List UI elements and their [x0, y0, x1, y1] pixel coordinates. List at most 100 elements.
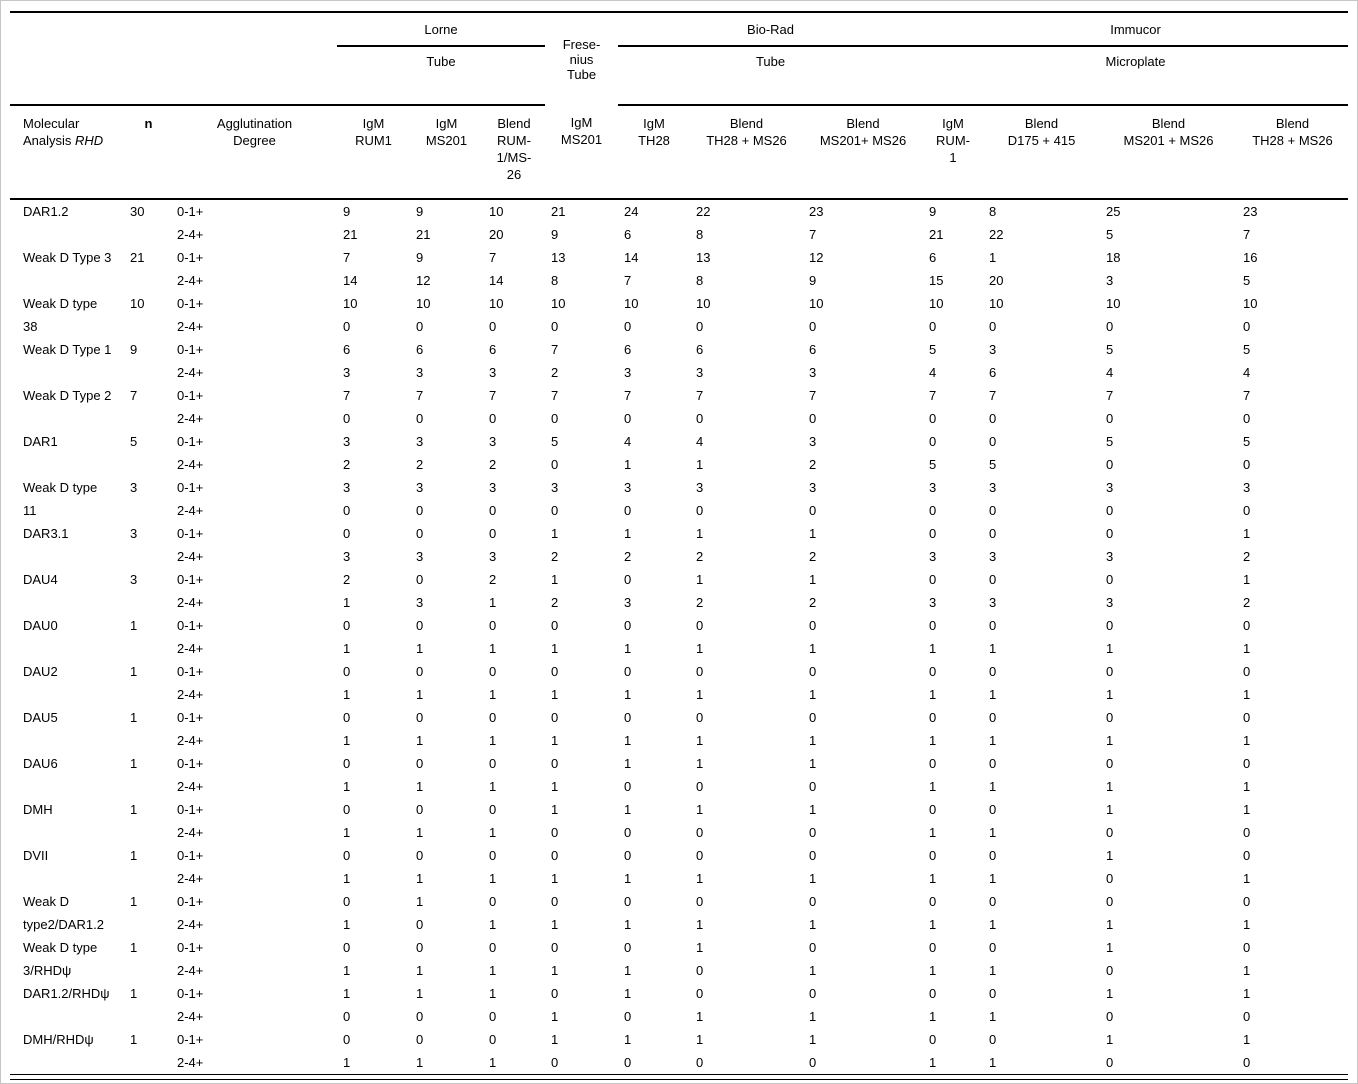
agglutination-degree-cell: 2-4+: [177, 779, 204, 794]
count-cell: 0: [624, 848, 632, 863]
count-cell: 0: [489, 618, 497, 633]
table-row: Weak D type 11 3 0-1+ 3 3 3 3 3 3 3 3 3 3 3: [10, 476, 1348, 518]
count-cell: 4: [696, 434, 704, 449]
count-cell: 1: [929, 779, 937, 794]
count-cell: 1: [624, 687, 632, 702]
count-cell: 9: [809, 273, 817, 288]
count-cell: 0: [696, 503, 704, 518]
count-cell: 0: [416, 664, 424, 679]
count-cell: 9: [416, 204, 424, 219]
agglutination-degree-cell: 0-1+: [177, 664, 204, 679]
colhead-blend-ms201-ms26-biorad: Blend MS201+ MS26: [803, 104, 924, 200]
count-cell: 1: [989, 779, 997, 794]
count-cell: 7: [343, 250, 351, 265]
count-cell: 7: [624, 273, 632, 288]
count-cell: 0: [416, 710, 424, 725]
count-cell: 1: [989, 733, 997, 748]
count-cell: 0: [989, 664, 997, 679]
count-cell: 4: [929, 365, 937, 380]
count-cell: 0: [809, 319, 817, 334]
count-cell: 0: [989, 434, 997, 449]
count-cell: 13: [551, 250, 566, 265]
count-cell: 0: [1106, 319, 1114, 334]
count-cell: 3: [343, 549, 351, 564]
agglutination-degree-cell: 2-4+: [177, 733, 204, 748]
count-cell: 1: [696, 572, 704, 587]
count-cell: 1: [343, 986, 351, 1001]
table-row: 2-4+ 14 12 14 8 7 8 9 15 20 3 5: [10, 269, 1348, 292]
count-cell: 7: [989, 388, 997, 403]
count-cell: 0: [489, 848, 497, 863]
count-cell: 1: [416, 641, 424, 656]
count-cell: 0: [929, 319, 937, 334]
count-cell: 1: [1243, 871, 1251, 886]
table-row: DAU2 1 0-1+ 0 0 0 0 0 0 0 0 0 0 0: [10, 660, 1348, 683]
count-cell: 3: [416, 365, 424, 380]
n-value: 5: [130, 434, 138, 449]
count-cell: 0: [624, 779, 632, 794]
count-cell: 1: [809, 917, 817, 932]
count-cell: 1: [929, 917, 937, 932]
count-cell: 1: [624, 526, 632, 541]
count-cell: 5: [929, 342, 937, 357]
count-cell: 0: [1243, 894, 1251, 909]
count-cell: 7: [809, 388, 817, 403]
count-cell: 1: [551, 917, 559, 932]
count-cell: 0: [1243, 1009, 1251, 1024]
molecular-type-label: DAU6: [23, 756, 58, 771]
count-cell: 1: [929, 963, 937, 978]
n-value: 1: [130, 848, 138, 863]
table-row: 2-4+ 1 1 1 1 0 0 0 1 1 1 1: [10, 775, 1348, 798]
count-cell: 0: [809, 779, 817, 794]
count-cell: 14: [624, 250, 639, 265]
count-cell: 0: [929, 434, 937, 449]
count-cell: 5: [1243, 434, 1251, 449]
agglutination-degree-cell: 0-1+: [177, 618, 204, 633]
count-cell: 6: [343, 342, 351, 357]
count-cell: 1: [696, 917, 704, 932]
count-cell: 2: [1243, 595, 1251, 610]
results-table: Lorne Frese- nius Tube Bio-Rad Immucor T…: [10, 11, 1349, 1075]
count-cell: 0: [696, 986, 704, 1001]
count-cell: 0: [343, 756, 351, 771]
count-cell: 0: [989, 618, 997, 633]
count-cell: 0: [551, 710, 559, 725]
count-cell: 12: [809, 250, 824, 265]
count-cell: 2: [696, 549, 704, 564]
count-cell: 7: [551, 342, 559, 357]
count-cell: 3: [489, 480, 497, 495]
count-cell: 0: [343, 1032, 351, 1047]
count-cell: 3: [624, 595, 632, 610]
count-cell: 0: [989, 503, 997, 518]
count-cell: 3: [1106, 273, 1114, 288]
n-value: 1: [130, 940, 138, 955]
count-cell: 1: [489, 595, 497, 610]
count-cell: 3: [696, 480, 704, 495]
count-cell: 5: [929, 457, 937, 472]
count-cell: 1: [1106, 917, 1114, 932]
count-cell: 0: [929, 1032, 937, 1047]
count-cell: 1: [416, 825, 424, 840]
count-cell: 1: [489, 641, 497, 656]
colhead-n: n: [125, 104, 172, 200]
agglutination-degree-cell: 2-4+: [177, 825, 204, 840]
count-cell: 1: [809, 733, 817, 748]
count-cell: 3: [809, 480, 817, 495]
count-cell: 1: [343, 825, 351, 840]
agglutination-degree-cell: 0-1+: [177, 342, 204, 357]
count-cell: 7: [551, 388, 559, 403]
count-cell: 25: [1106, 204, 1121, 219]
count-cell: 0: [1106, 756, 1114, 771]
method-lorne-tube: Tube: [426, 54, 456, 69]
colhead-molecular-analysis-rhd: Molecular Analysis RHD: [10, 104, 125, 200]
count-cell: 0: [416, 526, 424, 541]
count-cell: 1: [929, 733, 937, 748]
count-cell: 3: [929, 480, 937, 495]
count-cell: 21: [551, 204, 566, 219]
count-cell: 0: [343, 802, 351, 817]
count-cell: 0: [696, 411, 704, 426]
count-cell: 1: [624, 871, 632, 886]
count-cell: 0: [929, 503, 937, 518]
agglutination-degree-cell: 0-1+: [177, 940, 204, 955]
agglutination-degree-cell: 0-1+: [177, 480, 204, 495]
